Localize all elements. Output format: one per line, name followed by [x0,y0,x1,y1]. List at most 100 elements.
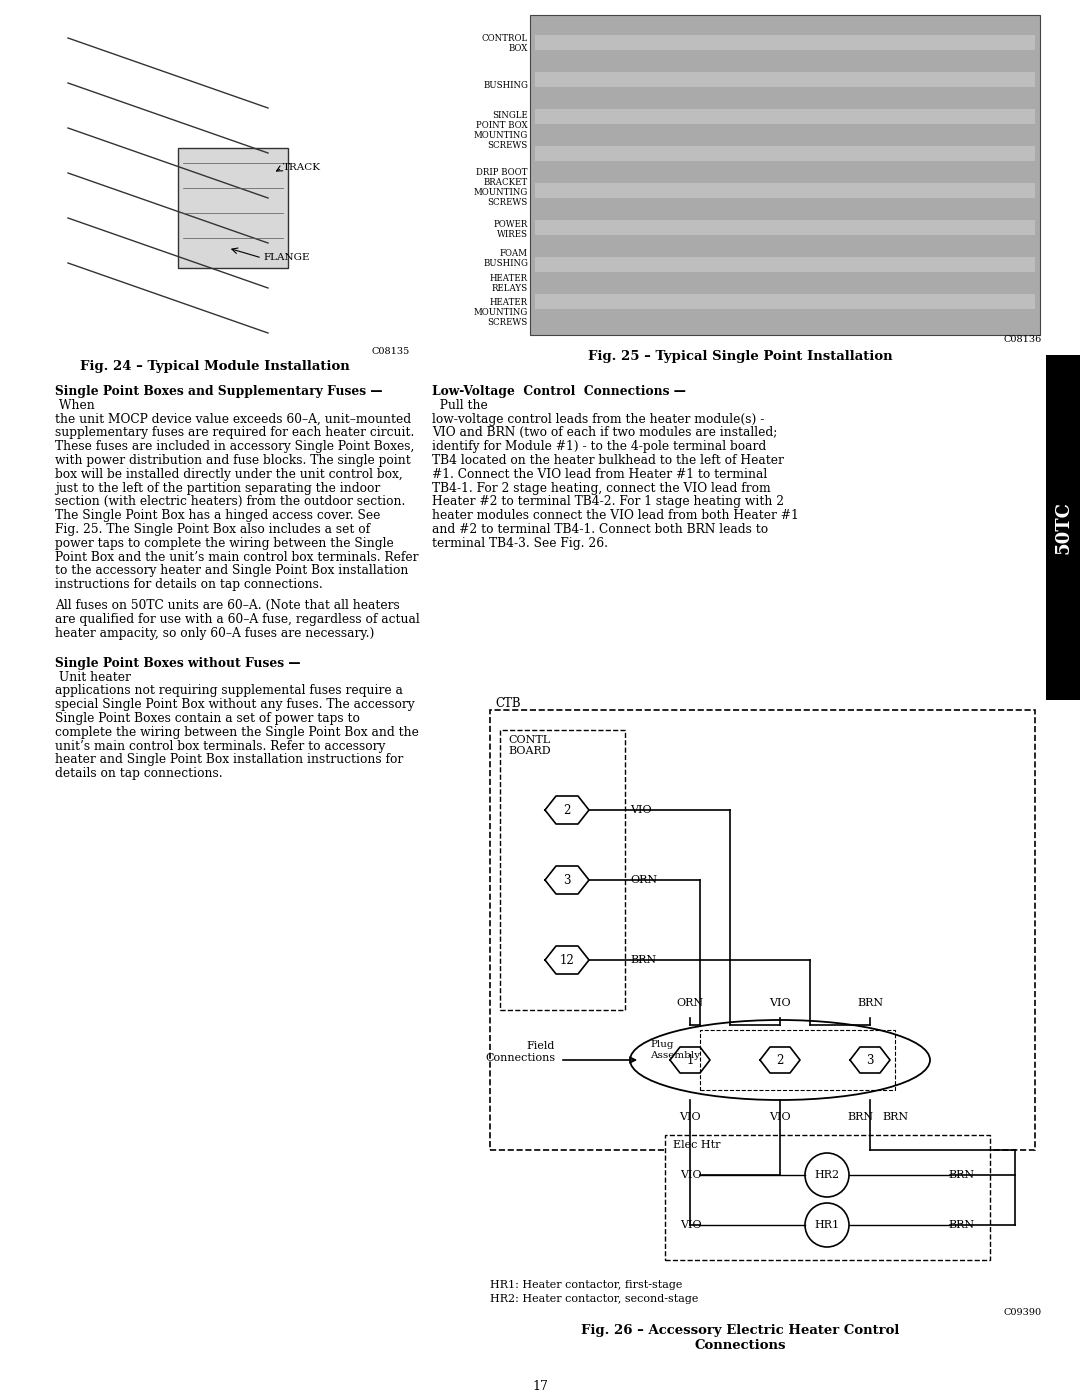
Text: Fig. 26 – Accessory Electric Heater Control
Connections: Fig. 26 – Accessory Electric Heater Cont… [581,1324,900,1352]
Text: unit’s main control box terminals. Refer to accessory: unit’s main control box terminals. Refer… [55,739,386,753]
Text: FLANGE: FLANGE [264,253,310,263]
Text: 2: 2 [777,1053,784,1066]
Text: HEATER
MOUNTING
SCREWS: HEATER MOUNTING SCREWS [474,298,528,327]
Text: HR1: HR1 [814,1220,839,1229]
Text: TRACK: TRACK [283,163,321,172]
Text: Single Point Boxes without Fuses —: Single Point Boxes without Fuses — [55,657,300,669]
Circle shape [805,1203,849,1248]
Text: BRN: BRN [630,956,657,965]
FancyBboxPatch shape [500,731,625,1010]
Text: All fuses on 50TC units are 60–A. (Note that all heaters: All fuses on 50TC units are 60–A. (Note … [55,599,400,612]
Text: low-voltage control leads from the heater module(s) -: low-voltage control leads from the heate… [432,412,765,426]
Text: Unit heater: Unit heater [55,671,131,683]
Text: box will be installed directly under the unit control box,: box will be installed directly under the… [55,468,403,481]
Text: 3: 3 [564,873,570,887]
Text: 50TC: 50TC [1054,500,1072,553]
Text: These fuses are included in accessory Single Point Boxes,: These fuses are included in accessory Si… [55,440,415,453]
Text: are qualified for use with a 60–A fuse, regardless of actual: are qualified for use with a 60–A fuse, … [55,613,420,626]
Text: CTB: CTB [495,697,521,710]
FancyBboxPatch shape [490,710,1035,1150]
Text: supplementary fuses are required for each heater circuit.: supplementary fuses are required for eac… [55,426,415,440]
Text: BRN: BRN [847,1112,873,1122]
Text: TB4 located on the heater bulkhead to the left of Heater: TB4 located on the heater bulkhead to th… [432,454,784,467]
Bar [535,73,1035,87]
Text: Single Point Boxes and Supplementary Fuses —: Single Point Boxes and Supplementary Fus… [55,386,382,398]
Text: applications not requiring supplemental fuses require a: applications not requiring supplemental … [55,685,403,697]
Text: #1. Connect the VIO lead from Heater #1 to terminal: #1. Connect the VIO lead from Heater #1 … [432,468,767,481]
Bar [535,35,1035,50]
Text: CONTL
BOARD: CONTL BOARD [508,735,551,756]
Text: ORN: ORN [630,875,657,886]
Text: instructions for details on tap connections.: instructions for details on tap connecti… [55,578,323,591]
Text: heater and Single Point Box installation instructions for: heater and Single Point Box installation… [55,753,403,767]
Text: 2: 2 [564,803,570,816]
Text: Point Box and the unit’s main control box terminals. Refer: Point Box and the unit’s main control bo… [55,550,419,563]
Text: power taps to complete the wiring between the Single: power taps to complete the wiring betwee… [55,536,394,550]
Text: and #2 to terminal TB4-1. Connect both BRN leads to: and #2 to terminal TB4-1. Connect both B… [432,522,768,536]
Text: details on tap connections.: details on tap connections. [55,767,222,781]
Text: BRN: BRN [949,1220,975,1229]
Text: C08135: C08135 [372,346,410,356]
Text: Pull the: Pull the [432,398,488,412]
Bar [535,257,1035,272]
Text: Low-Voltage  Control  Connections —: Low-Voltage Control Connections — [432,386,686,398]
Text: VIO: VIO [679,1112,701,1122]
Bar [535,183,1035,198]
Text: Fig. 24 – Typical Module Installation: Fig. 24 – Typical Module Installation [80,360,350,373]
Text: HR1: Heater contactor, first-stage: HR1: Heater contactor, first-stage [490,1280,683,1289]
Bar [535,219,1035,235]
Text: TB4-1. For 2 stage heating, connect the VIO lead from: TB4-1. For 2 stage heating, connect the … [432,482,771,495]
Bar [1047,355,1080,700]
Circle shape [805,1153,849,1197]
Text: terminal TB4-3. See Fig. 26.: terminal TB4-3. See Fig. 26. [432,536,608,550]
Text: C09390: C09390 [1004,1308,1042,1317]
Text: VIO and BRN (two of each if two modules are installed;: VIO and BRN (two of each if two modules … [432,426,778,440]
Bar [530,15,1040,335]
Text: VIO: VIO [769,1112,791,1122]
Text: BRN: BRN [882,1112,908,1122]
Bar [535,109,1035,124]
Text: HR2: Heater contactor, second-stage: HR2: Heater contactor, second-stage [490,1294,699,1303]
Text: heater ampacity, so only 60–A fuses are necessary.): heater ampacity, so only 60–A fuses are … [55,626,375,640]
Text: identify for Module #1) - to the 4-pole terminal board: identify for Module #1) - to the 4-pole … [432,440,766,453]
Ellipse shape [630,1020,930,1099]
Text: Fig. 25 – Typical Single Point Installation: Fig. 25 – Typical Single Point Installat… [588,351,892,363]
Text: When: When [55,398,95,412]
Text: 3: 3 [866,1053,874,1066]
Text: FOAM
BUSHING: FOAM BUSHING [483,249,528,268]
Text: section (with electric heaters) from the outdoor section.: section (with electric heaters) from the… [55,496,405,509]
Text: HR2: HR2 [814,1171,839,1180]
Text: complete the wiring between the Single Point Box and the: complete the wiring between the Single P… [55,726,419,739]
FancyBboxPatch shape [665,1134,990,1260]
Bar [535,147,1035,161]
Text: the unit MOCP device value exceeds 60–A, unit–mounted: the unit MOCP device value exceeds 60–A,… [55,412,411,426]
Text: BUSHING: BUSHING [483,81,528,89]
Text: Elec Htr: Elec Htr [673,1140,720,1150]
Bar [178,148,288,268]
Text: to the accessory heater and Single Point Box installation: to the accessory heater and Single Point… [55,564,408,577]
Text: SINGLE
POINT BOX
MOUNTING
SCREWS: SINGLE POINT BOX MOUNTING SCREWS [474,110,528,149]
Text: 17: 17 [532,1380,548,1393]
Text: 1: 1 [686,1053,693,1066]
Text: C08136: C08136 [1003,335,1042,344]
Text: VIO: VIO [769,997,791,1009]
Text: POWER
WIRES: POWER WIRES [494,219,528,239]
Bar [535,293,1035,309]
Text: CONTROL
BOX: CONTROL BOX [482,35,528,53]
Text: Fig. 25. The Single Point Box also includes a set of: Fig. 25. The Single Point Box also inclu… [55,522,370,536]
Text: with power distribution and fuse blocks. The single point: with power distribution and fuse blocks.… [55,454,410,467]
Text: BRN: BRN [856,997,883,1009]
Text: DRIP BOOT
BRACKET
MOUNTING
SCREWS: DRIP BOOT BRACKET MOUNTING SCREWS [474,168,528,207]
Text: Field
Connections: Field Connections [485,1041,555,1063]
Text: heater modules connect the VIO lead from both Heater #1: heater modules connect the VIO lead from… [432,509,799,522]
Text: Single Point Boxes contain a set of power taps to: Single Point Boxes contain a set of powe… [55,712,360,725]
Text: just to the left of the partition separating the indoor: just to the left of the partition separa… [55,482,380,495]
Text: 12: 12 [559,954,575,967]
Text: VIO: VIO [680,1171,702,1180]
Text: HEATER
RELAYS: HEATER RELAYS [490,274,528,293]
Text: special Single Point Box without any fuses. The accessory: special Single Point Box without any fus… [55,698,415,711]
Text: The Single Point Box has a hinged access cover. See: The Single Point Box has a hinged access… [55,509,380,522]
Text: BRN: BRN [949,1171,975,1180]
Text: VIO: VIO [680,1220,702,1229]
Text: VIO: VIO [630,805,651,814]
